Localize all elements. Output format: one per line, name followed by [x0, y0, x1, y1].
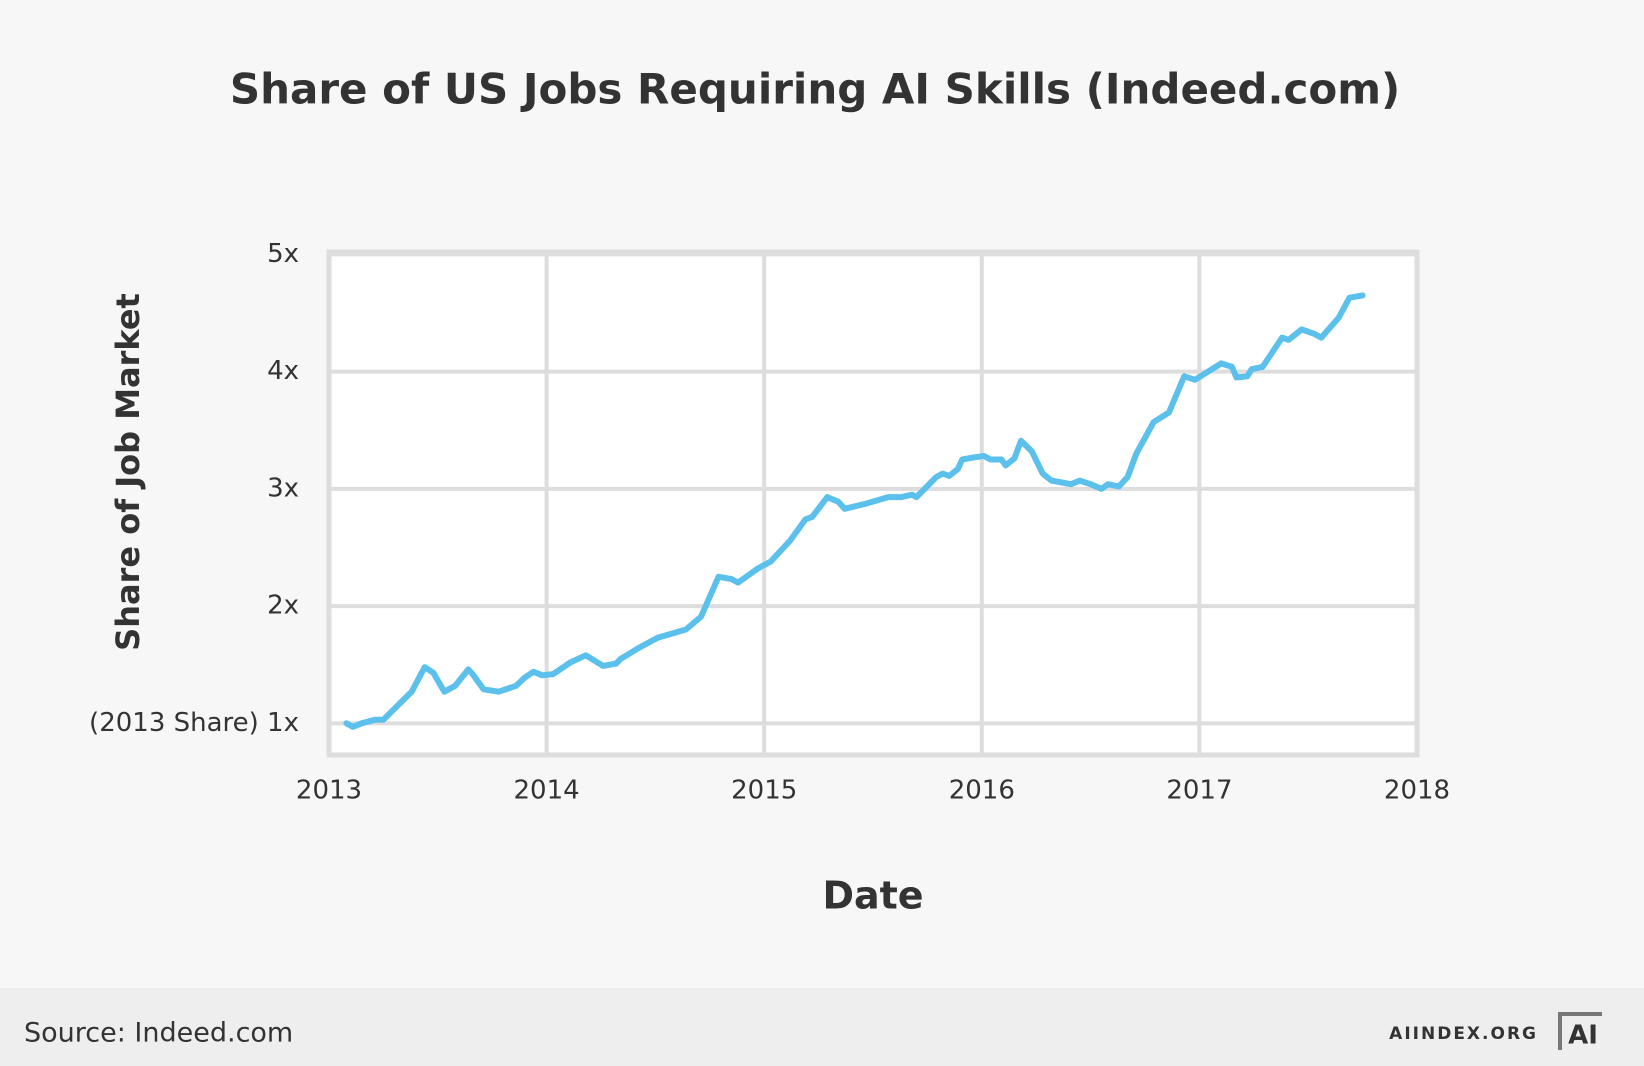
y-tick-label: (2013 Share) 1x: [89, 708, 299, 738]
x-tick-label: 2014: [514, 776, 580, 806]
y-tick-label: 2x: [267, 591, 299, 621]
site-name: AIINDEX.ORG: [1389, 1024, 1538, 1044]
source-note: Source: Indeed.com: [24, 1018, 293, 1049]
y-tick-label: 3x: [267, 473, 299, 503]
x-tick-label: 2018: [1384, 776, 1450, 806]
x-tick-label: 2015: [731, 776, 797, 806]
plot-area: [326, 249, 1420, 758]
x-tick-label: 2017: [1166, 776, 1232, 806]
y-tick-label: 5x: [267, 239, 299, 269]
footer-band: [0, 988, 1644, 1066]
x-tick-label: 2013: [296, 776, 362, 806]
chart-title: Share of US Jobs Requiring AI Skills (In…: [230, 65, 1400, 114]
x-tick-label: 2016: [949, 776, 1015, 806]
logo-frame: [1558, 1012, 1602, 1050]
y-tick-label: 4x: [267, 356, 299, 386]
x-axis-label: Date: [822, 874, 923, 918]
y-axis-label: Share of Job Market: [109, 293, 147, 651]
logo: AI: [1568, 1021, 1598, 1051]
data-line: [343, 292, 1366, 730]
